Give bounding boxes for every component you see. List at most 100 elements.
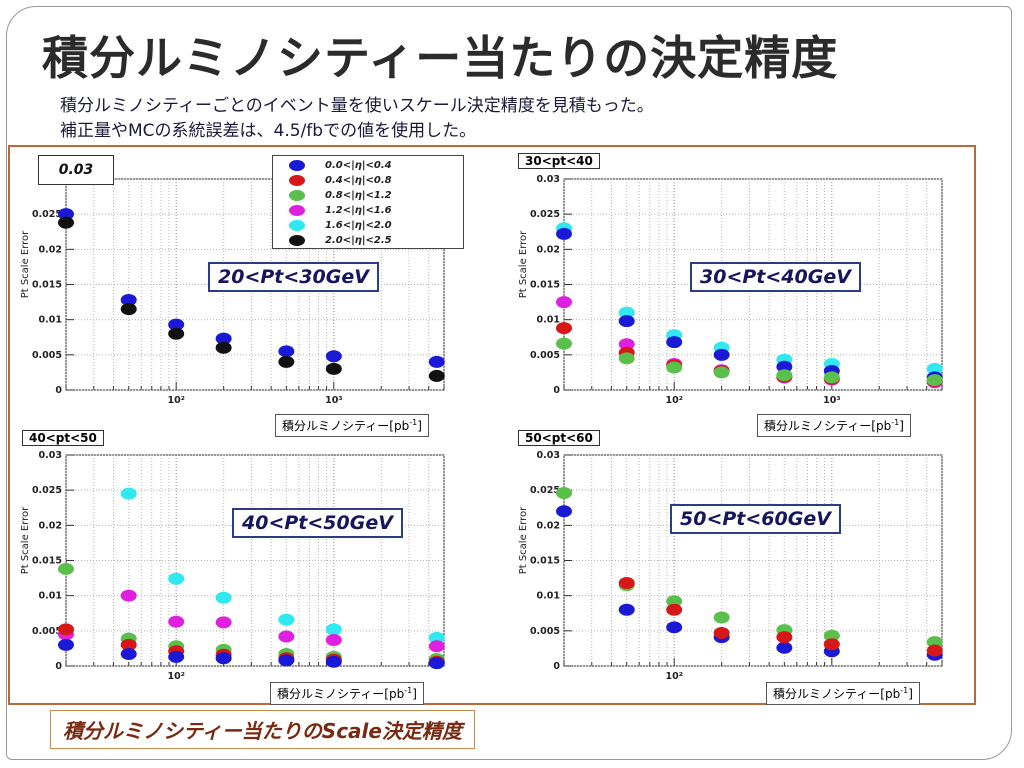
caption: 積分ルミノシティー当たりのScale決定精度 xyxy=(50,710,475,749)
y-axis-label: Pt Scale Error xyxy=(20,506,31,574)
data-point xyxy=(556,227,572,240)
data-point xyxy=(325,362,342,375)
data-point xyxy=(278,355,295,368)
data-point xyxy=(168,615,185,628)
y-tick-label: 0.025 xyxy=(32,209,62,220)
y-tick-label: 0 xyxy=(553,661,560,672)
data-point xyxy=(120,589,137,602)
x-tick-label: 10² xyxy=(665,395,682,406)
plot-label-50-60: 50<pt<60 xyxy=(518,430,600,446)
y-tick-label: 0.005 xyxy=(530,350,560,361)
data-point xyxy=(120,487,137,500)
data-point xyxy=(556,505,572,518)
data-point xyxy=(926,636,943,649)
data-point xyxy=(713,626,730,639)
energy-label-50-60: 50<Pt<60GeV xyxy=(670,504,841,534)
legend-marker xyxy=(289,160,305,171)
data-point xyxy=(926,374,943,387)
data-point xyxy=(215,332,232,345)
plot-label-40-50: 40<pt<50 xyxy=(22,430,104,446)
legend-label: 0.8<|η|<1.2 xyxy=(325,190,392,201)
y-tick-label: 0.015 xyxy=(530,556,560,567)
data-point xyxy=(776,641,793,654)
data-point xyxy=(120,648,137,661)
legend-label: 0.4<|η|<0.8 xyxy=(325,175,392,186)
data-point xyxy=(120,293,137,306)
data-point xyxy=(823,629,840,642)
legend-marker xyxy=(289,220,305,231)
data-point xyxy=(926,644,943,657)
y-tick-label: 0.025 xyxy=(530,209,560,220)
panel-30-40: 0 0.005 0.01 0.015 0.02 0.025 0.03 10² 10³ Pt Sca… xyxy=(512,152,952,422)
x-tick-label: 10² xyxy=(167,671,184,682)
data-point xyxy=(325,350,342,363)
xlabel-20-30: 積分ルミノシティー[pb-1] xyxy=(275,414,429,437)
y-axis-label: Pt Scale Error xyxy=(518,230,529,298)
data-point xyxy=(666,595,683,608)
data-point xyxy=(428,355,445,368)
data-point xyxy=(776,360,793,373)
y-tick-label: 0.03 xyxy=(537,174,560,185)
data-point xyxy=(58,638,74,651)
data-point xyxy=(666,621,683,634)
data-point xyxy=(556,322,572,335)
y-tick-label: 0.025 xyxy=(32,485,62,496)
data-point xyxy=(926,362,943,375)
data-point xyxy=(168,572,185,585)
data-point xyxy=(428,640,445,653)
data-point xyxy=(666,336,683,349)
data-point xyxy=(278,613,295,626)
data-point xyxy=(618,315,635,328)
data-point xyxy=(215,341,232,354)
y-tick-label: 0 xyxy=(55,385,62,396)
data-point xyxy=(215,591,232,604)
x-tick-label: 10³ xyxy=(823,395,840,406)
data-point xyxy=(618,603,635,616)
y-tick-label: 0.01 xyxy=(39,315,62,326)
data-point xyxy=(168,327,185,340)
data-point xyxy=(120,303,137,316)
data-point xyxy=(666,361,683,374)
data-point xyxy=(325,655,342,668)
data-point xyxy=(618,352,635,365)
data-point xyxy=(556,296,572,309)
legend-label: 1.6<|η|<2.0 xyxy=(325,220,392,231)
y-tick-label: 0 xyxy=(553,385,560,396)
subtitle-line-1: 積分ルミノシティーごとのイベント量を使いスケール決定精度を見積もった。 xyxy=(60,96,654,116)
legend-marker xyxy=(289,190,305,201)
data-point xyxy=(168,318,185,331)
legend-label: 1.2<|η|<1.6 xyxy=(325,205,392,216)
panel-40-50: 0 0.005 0.01 0.015 0.02 0.025 0.03 10² Pt Scale … xyxy=(14,428,454,698)
data-point xyxy=(325,623,342,636)
data-point xyxy=(58,562,74,575)
y-tick-label: 0.02 xyxy=(537,520,560,531)
y-tick-label: 0.015 xyxy=(32,556,62,567)
y-tick-label: 0.01 xyxy=(537,591,560,602)
data-point xyxy=(713,348,730,361)
data-point xyxy=(215,652,232,665)
data-point xyxy=(58,216,74,229)
data-point xyxy=(666,603,683,616)
chart-30-40: 0 0.005 0.01 0.015 0.02 0.025 0.03 10² 10³ Pt Sca… xyxy=(518,174,943,406)
data-point xyxy=(120,638,137,651)
energy-label-30-40: 30<Pt<40GeV xyxy=(690,262,861,292)
x-tick-label: 10³ xyxy=(325,395,342,406)
y-tick-label: 0.01 xyxy=(39,591,62,602)
data-point xyxy=(556,337,572,350)
legend: 0.0<|η|<0.4 0.4<|η|<0.8 0.8<|η|<1.2 1.2<… xyxy=(272,155,464,249)
data-point xyxy=(428,657,445,670)
xlabel-50-60: 積分ルミノシティー[pb-1] xyxy=(766,682,920,705)
chart-40-50: 0 0.005 0.01 0.015 0.02 0.025 0.03 10² Pt Scale … xyxy=(20,450,445,682)
x-tick-label: 10² xyxy=(167,395,184,406)
plot-label-30-40: 30<pt<40 xyxy=(518,153,600,169)
y-tick-label: 0.015 xyxy=(530,280,560,291)
data-point xyxy=(618,306,635,319)
energy-label-20-30: 20<Pt<30GeV xyxy=(208,262,379,292)
y-tick-label: 0.005 xyxy=(32,626,62,637)
data-point xyxy=(713,366,730,379)
data-point xyxy=(776,369,793,382)
x-tick-label: 10² xyxy=(665,671,682,682)
data-point xyxy=(776,631,793,644)
data-point xyxy=(215,616,232,629)
xlabel-40-50: 積分ルミノシティー[pb-1] xyxy=(270,682,424,705)
